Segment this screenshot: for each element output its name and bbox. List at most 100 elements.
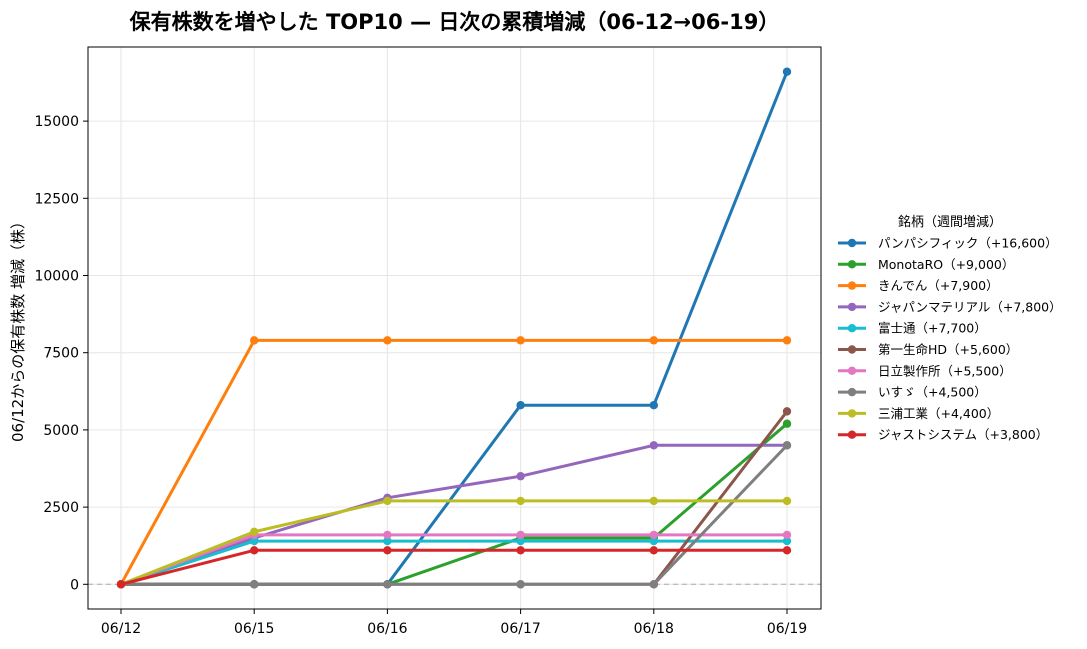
data-point: [516, 536, 525, 546]
x-tick-label: 06/15: [234, 621, 274, 637]
legend-label: 第一生命HD（+5,600）: [878, 342, 1018, 357]
data-point: [782, 536, 792, 546]
legend-marker: [847, 324, 857, 333]
y-tick-label: 2500: [43, 500, 79, 516]
legend-label: 三浦工業（+4,400）: [878, 406, 999, 421]
legend-item: ジャストシステム（+3,800）: [838, 427, 1048, 442]
y-tick-label: 10000: [34, 269, 79, 285]
series: [116, 441, 792, 589]
legend-label: きんでん（+7,900）: [878, 278, 999, 293]
series-line: [119, 499, 789, 586]
series-line: [119, 539, 789, 586]
series-line: [119, 338, 789, 586]
legend-marker: [847, 302, 857, 312]
data-point: [383, 336, 392, 345]
x-tick-label: 06/18: [634, 621, 674, 637]
data-point: [649, 546, 658, 555]
data-point: [383, 530, 392, 540]
data-point: [782, 336, 792, 345]
data-point: [782, 407, 792, 416]
y-axis-label: 06/12からの保有株数 増減（株）: [9, 214, 27, 442]
legend-title: 銘柄（週間増減）: [898, 214, 1002, 230]
series-lines: [116, 67, 792, 589]
data-point: [649, 336, 658, 345]
legend-item: いすゞ（+4,500）: [838, 385, 987, 400]
y-axis: 0 2500 5000 7500 10000 12500 15000: [34, 114, 88, 593]
legend-label: ジャストシステム（+3,800）: [878, 427, 1048, 442]
data-point: [250, 536, 259, 546]
data-point: [782, 496, 792, 506]
series: [116, 441, 792, 589]
data-point: [250, 580, 259, 589]
data-point: [116, 580, 126, 589]
data-point: [782, 67, 792, 76]
legend-label: MonotaRO（+9,000）: [878, 257, 1014, 272]
legend-item: パンパシフィック（+16,600）: [838, 236, 1058, 251]
series: [116, 67, 792, 589]
legend-item: 富士通（+7,700）: [838, 321, 987, 336]
y-tick-label: 7500: [43, 346, 79, 362]
legend-label: ジャパンマテリアル（+7,800）: [878, 299, 1062, 314]
data-point: [516, 580, 525, 589]
series-line: [119, 533, 789, 586]
data-point: [649, 441, 658, 450]
data-point: [782, 530, 792, 540]
x-tick-label: 06/17: [500, 621, 540, 637]
legend-label: 富士通（+7,700）: [878, 321, 987, 336]
data-point: [383, 546, 392, 555]
series: [116, 496, 792, 589]
series: [116, 336, 792, 589]
data-point: [516, 400, 525, 410]
legend-label: 日立製作所（+5,500）: [878, 363, 1012, 378]
data-point: [782, 441, 792, 450]
legend-marker: [847, 260, 857, 269]
data-point: [383, 496, 392, 506]
data-point: [649, 530, 658, 540]
data-point: [250, 336, 259, 345]
data-point: [250, 527, 259, 537]
data-point: [516, 496, 525, 506]
x-tick-label: 06/12: [101, 621, 141, 637]
x-tick-label: 06/19: [767, 621, 807, 637]
data-point: [649, 496, 658, 506]
data-point: [383, 580, 392, 589]
legend-item: MonotaRO（+9,000）: [838, 257, 1014, 272]
legend-item: きんでん（+7,900）: [838, 278, 999, 293]
plot-frame: [87, 46, 822, 610]
x-axis: 06/12 06/15 06/16 06/17 06/18 06/19: [101, 609, 807, 637]
series: [116, 536, 792, 589]
legend-marker: [847, 238, 857, 248]
data-point: [649, 536, 658, 546]
legend-marker: [847, 387, 857, 397]
legend-marker: [847, 366, 857, 375]
data-point: [516, 336, 525, 345]
data-point: [516, 546, 525, 555]
data-point: [649, 580, 658, 589]
legend-item: 第一生命HD（+5,600）: [838, 342, 1018, 357]
x-tick-label: 06/16: [367, 621, 407, 637]
legend-item: 三浦工業（+4,400）: [838, 406, 999, 421]
legend-marker: [847, 345, 857, 354]
legend-label: いすゞ（+4,500）: [878, 385, 987, 400]
series: [116, 546, 792, 589]
series-line: [119, 443, 789, 586]
legend-marker: [847, 430, 857, 439]
legend-item: ジャパンマテリアル（+7,800）: [838, 299, 1062, 314]
y-tick-label: 5000: [43, 423, 79, 439]
grid-lines: [88, 47, 821, 609]
chart-title: 保有株数を増やした TOP10 — 日次の累積増減（06-12→06-19）: [129, 10, 780, 34]
data-point: [383, 536, 392, 546]
legend-marker: [847, 409, 857, 418]
data-point: [649, 400, 658, 410]
data-point: [516, 472, 525, 481]
y-tick-label: 15000: [34, 114, 79, 130]
data-point: [782, 419, 792, 428]
y-tick-label: 12500: [34, 191, 79, 207]
data-point: [250, 546, 259, 555]
y-tick-label: 0: [70, 577, 79, 593]
legend: 銘柄（週間増減） パンパシフィック（+16,600） MonotaRO（+9,00…: [838, 214, 1062, 442]
data-point: [782, 546, 792, 555]
legend-label: パンパシフィック（+16,600）: [878, 236, 1058, 251]
series-line: [119, 443, 789, 586]
